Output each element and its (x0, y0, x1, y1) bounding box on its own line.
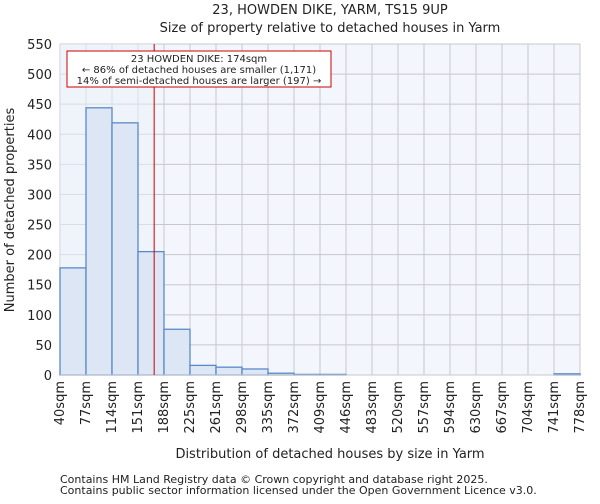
histogram-bar (163, 328, 191, 376)
x-tick-label: 261sqm (209, 381, 224, 434)
y-tick-label: 150 (27, 279, 52, 294)
y-tick-label: 250 (27, 219, 52, 234)
x-tick-label: 409sqm (313, 381, 328, 434)
y-tick-label: 450 (27, 98, 52, 113)
annotation-line: 14% of semi-detached houses are larger (… (77, 76, 322, 87)
x-tick-label: 114sqm (105, 381, 120, 434)
histogram-bar (85, 107, 113, 376)
y-tick-label: 200 (27, 249, 52, 264)
x-tick-label: 372sqm (287, 381, 302, 434)
x-tick-label: 225sqm (183, 381, 198, 434)
histogram-bar (137, 250, 165, 376)
x-tick-label: 335sqm (261, 381, 276, 434)
x-axis-label: Distribution of detached houses by size … (175, 447, 484, 462)
histogram-bar (215, 366, 243, 376)
y-tick-label: 100 (27, 309, 52, 324)
histogram-bar (111, 122, 139, 376)
x-tick-label: 77sqm (79, 381, 94, 425)
y-tick-label: 350 (27, 158, 52, 173)
x-tick-label: 188sqm (157, 381, 172, 434)
x-tick-label: 667sqm (495, 381, 510, 434)
plot-background-right (154, 44, 580, 375)
x-tick-label: 557sqm (417, 381, 432, 434)
x-tick-label: 483sqm (365, 381, 380, 434)
chart-title: 23, HOWDEN DIKE, YARM, TS15 9UP (212, 3, 448, 18)
annotation-box (66, 50, 332, 88)
x-tick-label: 151sqm (131, 381, 146, 434)
x-tick-label: 40sqm (53, 381, 68, 425)
x-tick-label: 520sqm (391, 381, 406, 434)
y-tick-label: 550 (27, 38, 52, 53)
histogram-bar (59, 267, 87, 376)
footer-line-2: Contains public sector information licen… (60, 484, 537, 497)
y-tick-label: 400 (27, 128, 52, 143)
histogram-bar (189, 364, 217, 376)
footer-line-1: Contains HM Land Registry data © Crown c… (60, 473, 488, 486)
y-tick-label: 50 (35, 339, 52, 354)
y-tick-label: 300 (27, 188, 52, 203)
x-tick-label: 704sqm (521, 381, 536, 434)
x-tick-label: 298sqm (235, 381, 250, 434)
x-tick-label: 594sqm (443, 381, 458, 434)
x-tick-label: 630sqm (469, 381, 484, 434)
x-tick-label: 741sqm (547, 381, 562, 434)
annotation-line: 23 HOWDEN DIKE: 174sqm (131, 54, 267, 65)
x-tick-label: 778sqm (573, 381, 588, 434)
annotation-line: ← 86% of detached houses are smaller (1,… (82, 65, 316, 76)
y-tick-label: 500 (27, 68, 52, 83)
y-axis-label: Number of detached properties (3, 108, 18, 313)
histogram-bar (241, 368, 269, 376)
y-tick-label: 0 (44, 369, 52, 384)
x-tick-label: 446sqm (339, 381, 354, 434)
chart-subtitle: Size of property relative to detached ho… (160, 21, 501, 36)
